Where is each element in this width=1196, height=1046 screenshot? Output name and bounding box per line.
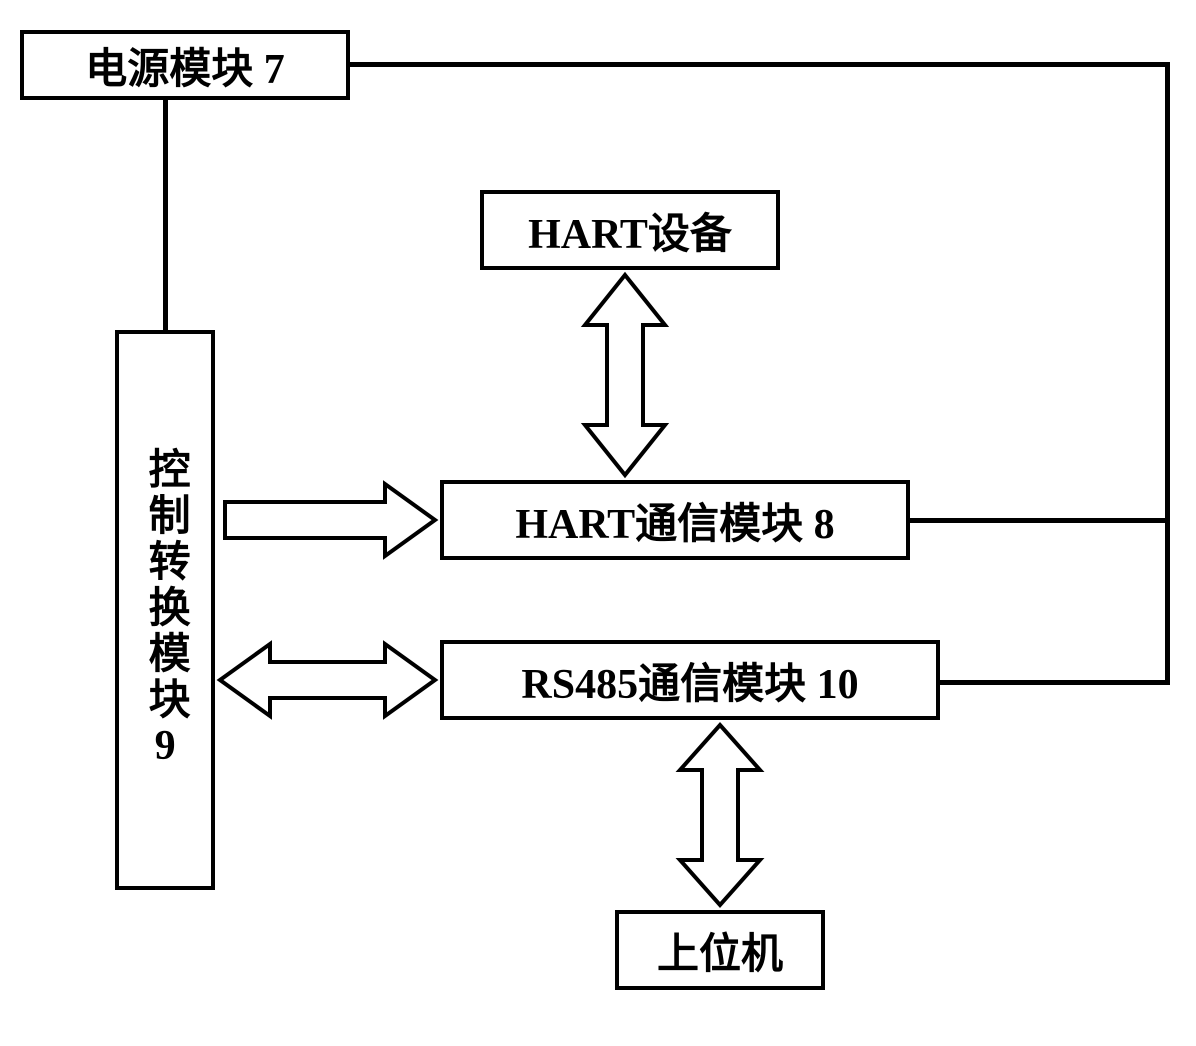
power-module-box: 电源模块 7 [20, 30, 350, 100]
arrow-control-rs485-bidir [215, 640, 440, 720]
host-box: 上位机 [615, 910, 825, 990]
rs485-comm-box: RS485通信模块 10 [440, 640, 940, 720]
arrow-control-to-hart [215, 480, 440, 560]
hart-comm-label: HART通信模块 8 [515, 490, 834, 551]
hart-comm-box: HART通信模块 8 [440, 480, 910, 560]
hart-device-label: HART设备 [528, 200, 732, 261]
control-module-label: 控制转换模块9 [142, 447, 188, 773]
host-label: 上位机 [657, 920, 783, 981]
arrow-hartdev-hartcomm-bidir [575, 270, 675, 480]
line-to-hart-comm-right [910, 518, 1170, 523]
power-module-label: 电源模块 7 [85, 35, 285, 96]
rs485-comm-label: RS485通信模块 10 [521, 650, 858, 711]
arrow-rs485-host-bidir [670, 720, 770, 910]
line-power-right-h [350, 62, 1170, 67]
line-power-to-control [163, 100, 168, 330]
diagram-canvas: 电源模块 7 HART设备 控制转换模块9 HART通信模块 8 RS485通信… [0, 0, 1196, 1046]
control-module-box: 控制转换模块9 [115, 330, 215, 890]
line-to-rs485-right [940, 680, 1170, 685]
hart-device-box: HART设备 [480, 190, 780, 270]
line-power-right-v [1165, 62, 1170, 685]
